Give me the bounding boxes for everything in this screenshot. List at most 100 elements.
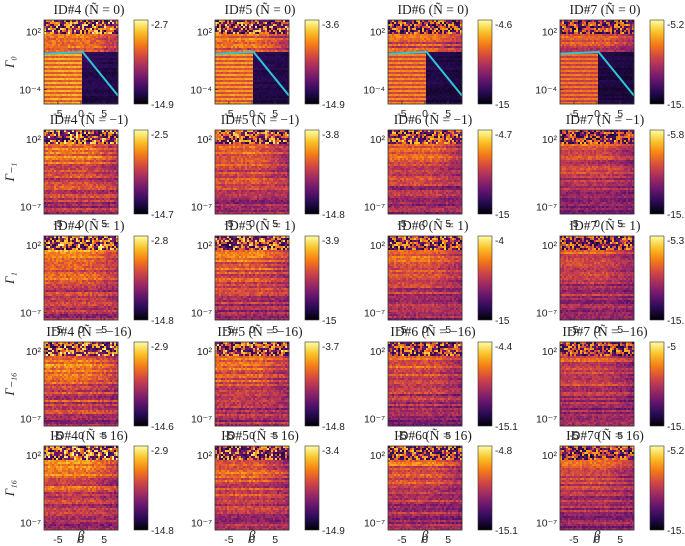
- x-tick-label: -5: [53, 324, 62, 336]
- colorbar-max-label: -3.6: [322, 20, 340, 31]
- x-tick-label: 5: [617, 324, 623, 336]
- panel-title: ID#5 (Ñ = 1): [225, 218, 296, 233]
- y-tick-label: 10⁻⁷: [191, 518, 212, 530]
- y-tick-label: 10²: [26, 134, 42, 146]
- x-tick-label: 0: [78, 430, 84, 442]
- panel-title: ID#7 (Ñ = −16): [562, 324, 647, 339]
- x-tick-label: -5: [397, 218, 406, 230]
- x-tick-label: 5: [101, 324, 107, 336]
- colorbar-min-label: -14.7: [151, 210, 174, 221]
- panel-title: ID#5 (Ñ = 0): [225, 2, 296, 17]
- colorbar: [304, 129, 320, 215]
- x-tick-label: 0: [249, 218, 255, 230]
- x-tick-label: -5: [224, 534, 233, 546]
- panel-title: ID#6 (Ñ = 16): [394, 428, 472, 443]
- y-tick-label: 10²: [26, 450, 42, 462]
- heatmap-panel: ID#6 (Ñ = 1) 10² 10⁻⁷ -5 0 5 -4 -15: [364, 218, 510, 336]
- colorbar-max-label: -2.9: [151, 446, 169, 457]
- heatmap-panel: ID#6 (Ñ = 0) 10² 10⁻⁴ -5 0 5 -4.6 -15: [363, 2, 512, 120]
- y-tick-label: 10²: [542, 27, 558, 39]
- y-tick-label: 10⁻⁷: [364, 308, 385, 320]
- heatmap-panel: ID#7 (Ñ = −16) 10² 10⁻⁷ -5 0 5 -5 -15.5: [536, 324, 685, 442]
- colorbar-min-label: -15.1: [667, 100, 685, 111]
- heatmap-panel: ID#7 (Ñ = 0) 10² 10⁻⁴ -5 0 5 -5.2 -15.1: [535, 2, 685, 120]
- x-tick-label: -5: [569, 218, 578, 230]
- heatmap-cells: [388, 236, 463, 321]
- x-tick-label: 0: [594, 324, 600, 336]
- colorbar: [477, 341, 493, 427]
- heatmap-cells: [560, 446, 635, 531]
- heatmap-panel: ID#5 (Ñ = 0) 10² 10⁻⁴ -5 0 5 -3.6 -14.9: [190, 2, 345, 120]
- colorbar: [649, 19, 665, 105]
- colorbar: [133, 19, 149, 105]
- x-tick-label: 5: [445, 430, 451, 442]
- colorbar: [133, 235, 149, 321]
- colorbar: [304, 445, 320, 531]
- colorbar-min-label: -15.1: [495, 526, 518, 537]
- colorbar-min-label: -15: [495, 316, 510, 327]
- y-tick-label: 10²: [197, 450, 213, 462]
- colorbar-max-label: -5.2: [667, 20, 685, 31]
- y-tick-label: 10⁻⁷: [364, 518, 385, 530]
- x-tick-label: 5: [272, 108, 278, 120]
- colorbar: [304, 341, 320, 427]
- heatmap-panel: ID#5 (Ñ = 16) 10² 10⁻⁷ -5 0 5 -3.4 -14.9: [191, 428, 345, 546]
- x-tick-label: 0: [78, 534, 84, 546]
- colorbar-max-label: -3.7: [322, 342, 340, 353]
- x-tick-label: 5: [272, 534, 278, 546]
- colorbar: [649, 445, 665, 531]
- y-tick-label: 10²: [370, 27, 386, 39]
- y-tick-label: 10²: [197, 134, 213, 146]
- y-tick-label: 10⁻⁷: [536, 202, 557, 214]
- row-label: Γ₁: [2, 272, 17, 285]
- colorbar-min-label: -15.5: [667, 422, 685, 433]
- heatmap-cells: [388, 130, 463, 215]
- colorbar-max-label: -2.5: [151, 130, 169, 141]
- heatmap-panel: ID#5 (Ñ = −16) 10² 10⁻⁷ -5 0 5 -3.7 -14.8: [191, 324, 345, 442]
- x-tick-label: 0: [422, 430, 428, 442]
- y-tick-label: 10²: [26, 240, 42, 252]
- x-tick-label: 0: [594, 218, 600, 230]
- x-axis-label: β: [248, 529, 256, 544]
- x-tick-label: -5: [397, 108, 406, 120]
- heatmap-cells: [44, 236, 119, 321]
- row-label: Γ₋₁₆: [2, 372, 17, 396]
- heatmap-panel: ID#5 (Ñ = −1) 10² 10⁻⁷ -5 0 5 -3.8 -14.8: [191, 112, 345, 230]
- colorbar-max-label: -4.8: [495, 446, 513, 457]
- colorbar-min-label: -14.9: [322, 100, 345, 111]
- colorbar-min-label: -15.1: [667, 210, 685, 221]
- colorbar: [649, 341, 665, 427]
- x-tick-label: -5: [224, 430, 233, 442]
- heatmap-cells: [44, 130, 119, 215]
- panel-title: ID#6 (Ñ = −1): [394, 112, 473, 127]
- colorbar: [133, 341, 149, 427]
- x-tick-label: -5: [224, 324, 233, 336]
- y-tick-label: 10⁻⁷: [20, 414, 41, 426]
- colorbar-max-label: -2.8: [151, 236, 169, 247]
- colorbar: [477, 129, 493, 215]
- y-tick-label: 10⁻⁷: [191, 202, 212, 214]
- x-tick-label: 5: [617, 108, 623, 120]
- colorbar: [133, 129, 149, 215]
- panel-title: ID#4 (Ñ = −1): [50, 112, 129, 127]
- heatmap-panel: ID#4 (Ñ = −16) 10² 10⁻⁷ -5 0 5 -2.9 -14.6: [20, 324, 174, 442]
- heatmap-panel: ID#7 (Ñ = 16) 10² 10⁻⁷ -5 0 5 -5.2 -15.2: [536, 428, 685, 546]
- x-tick-label: 0: [78, 324, 84, 336]
- colorbar: [477, 235, 493, 321]
- panel-title: ID#6 (Ñ = −16): [390, 324, 475, 339]
- x-tick-label: -5: [397, 534, 406, 546]
- x-tick-label: 0: [249, 430, 255, 442]
- colorbar-max-label: -3.8: [322, 130, 340, 141]
- colorbar: [477, 445, 493, 531]
- y-tick-label: 10⁻⁷: [536, 414, 557, 426]
- y-tick-label: 10⁻⁴: [363, 85, 385, 97]
- heatmap-cells: [560, 342, 635, 427]
- panel-title: ID#5 (Ñ = 16): [221, 428, 299, 443]
- heatmap-panel: ID#6 (Ñ = −16) 10² 10⁻⁷ -5 0 5 -4.4 -15.1: [364, 324, 518, 442]
- y-tick-label: 10⁻⁷: [191, 414, 212, 426]
- x-tick-label: -5: [224, 108, 233, 120]
- x-tick-label: 0: [594, 534, 600, 546]
- y-tick-label: 10⁻⁴: [190, 85, 212, 97]
- x-axis-label: β: [77, 529, 85, 544]
- heatmap-cells: [215, 130, 290, 215]
